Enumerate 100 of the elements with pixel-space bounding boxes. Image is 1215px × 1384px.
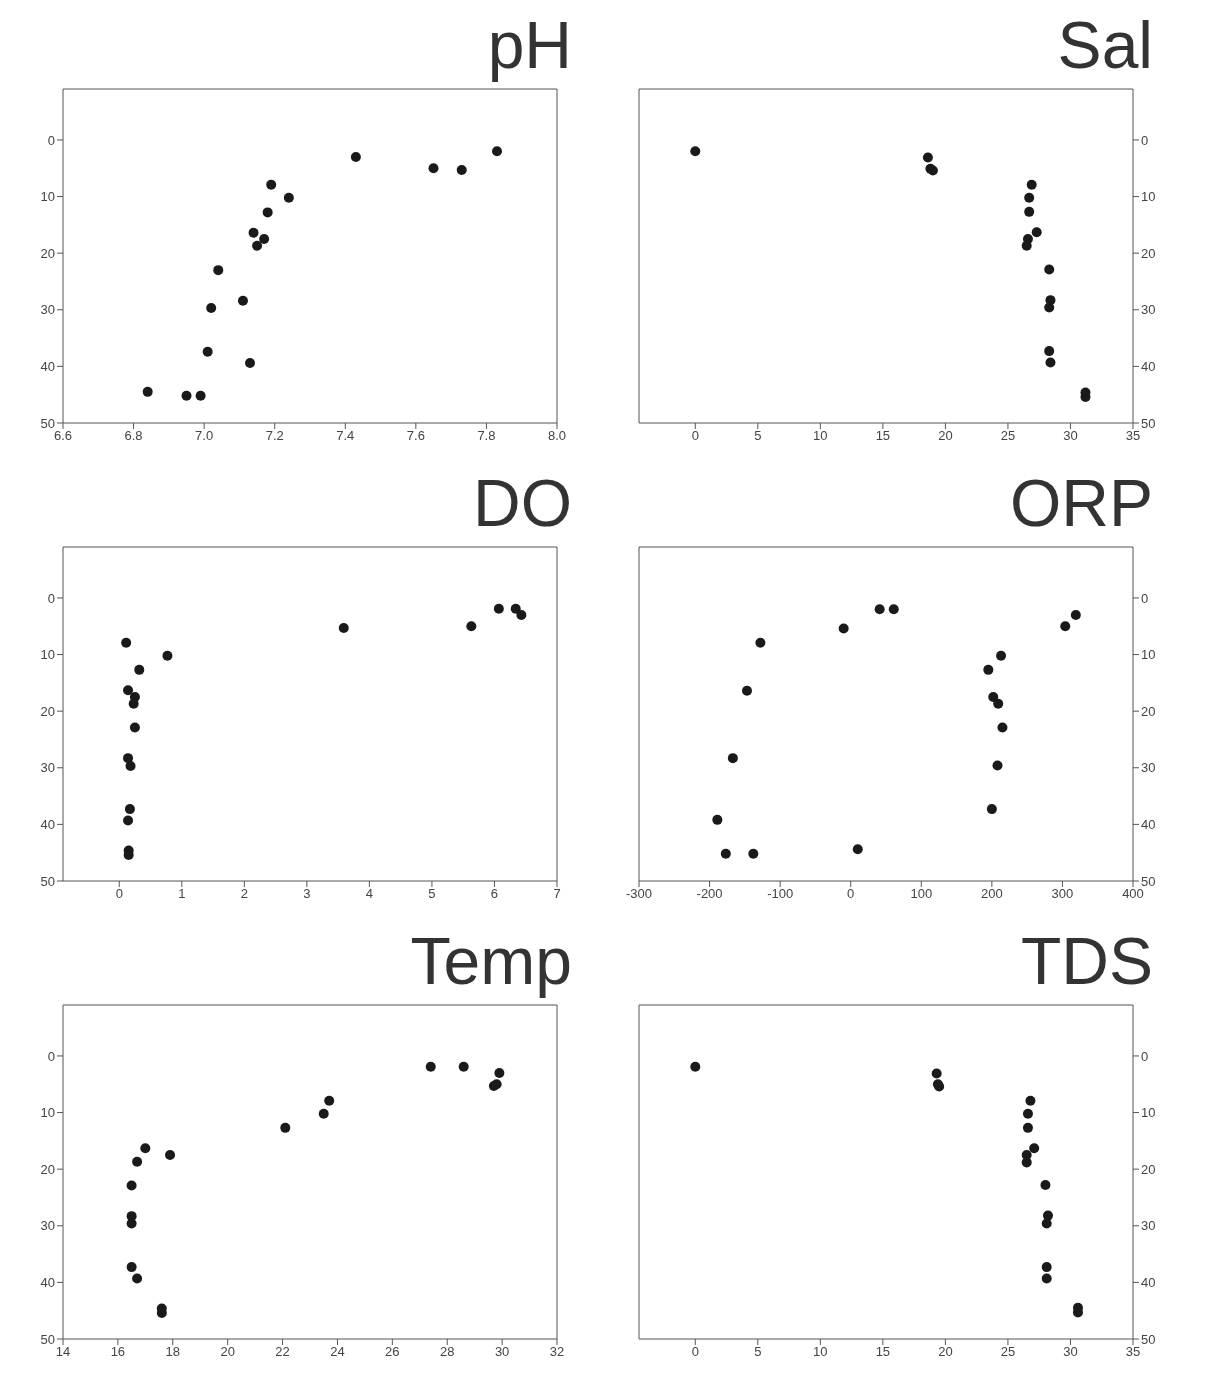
point <box>992 760 1003 771</box>
point <box>248 227 259 238</box>
point <box>162 650 173 661</box>
y-tick-label: 50 <box>40 873 55 889</box>
point <box>838 623 849 634</box>
y2-tick-label: 40 <box>1141 359 1156 374</box>
x-tick-label: 20 <box>938 1344 953 1360</box>
x-tick-label: 35 <box>1125 428 1141 444</box>
point <box>1029 1143 1040 1154</box>
point <box>996 650 1007 661</box>
point <box>126 1180 137 1191</box>
point <box>142 386 153 397</box>
point <box>181 390 192 401</box>
point <box>712 814 723 825</box>
point <box>1041 1273 1052 1284</box>
x-tick-label: 100 <box>910 886 933 902</box>
chart-title: pH <box>486 8 573 83</box>
point <box>493 603 504 614</box>
chart-title: DO <box>472 466 573 541</box>
x-tick-label: 10 <box>813 428 828 444</box>
y-tick-label: 50 <box>40 415 55 431</box>
x-tick-label: 15 <box>875 1344 891 1360</box>
x-tick-label: 5 <box>754 428 762 444</box>
y2-tick-label: 0 <box>1141 1048 1149 1064</box>
point <box>195 390 206 401</box>
point <box>280 1122 291 1133</box>
x-tick-label: 4 <box>365 886 374 902</box>
point <box>456 164 467 175</box>
y-tick-label: 40 <box>40 817 55 832</box>
y-tick-label: 10 <box>40 1105 55 1121</box>
point <box>690 1061 701 1072</box>
point <box>1045 357 1056 368</box>
y2-tick-label: 50 <box>1141 415 1156 431</box>
point <box>206 303 217 314</box>
x-tick-label: 0 <box>691 1344 699 1360</box>
point <box>1021 1157 1032 1168</box>
point <box>458 1061 469 1072</box>
point <box>1024 206 1035 217</box>
point <box>140 1143 151 1154</box>
x-tick-label: 0 <box>691 428 699 444</box>
point <box>931 1068 942 1079</box>
chart-title: TDS <box>1020 924 1154 999</box>
point <box>888 604 899 615</box>
y2-tick-label: 40 <box>1141 817 1156 832</box>
point <box>262 207 273 218</box>
point <box>123 753 134 764</box>
point <box>492 146 503 157</box>
x-tick-label: 0 <box>115 886 123 902</box>
point <box>720 848 731 859</box>
point <box>1022 1122 1033 1133</box>
point <box>324 1095 335 1106</box>
point <box>1060 621 1071 632</box>
y2-tick-label: 20 <box>1141 245 1156 261</box>
point <box>425 1061 436 1072</box>
x-tick-label: 25 <box>1000 1344 1016 1360</box>
point <box>338 622 349 633</box>
point <box>283 192 294 203</box>
point <box>852 844 863 855</box>
x-tick-label: 20 <box>938 428 953 444</box>
point <box>466 621 477 632</box>
point <box>132 1273 143 1284</box>
x-tick-label: 7.8 <box>477 428 496 444</box>
y2-tick-label: 0 <box>1141 590 1149 606</box>
y-tick-label: 40 <box>40 359 55 374</box>
y2-tick-label: 0 <box>1141 132 1149 148</box>
x-tick-label: 30 <box>1063 428 1078 444</box>
y2-tick-label: 50 <box>1141 873 1156 889</box>
x-tick-label: 7 <box>553 886 561 902</box>
y-tick-label: 10 <box>40 189 55 205</box>
point <box>993 698 1004 709</box>
x-tick-label: 14 <box>55 1344 71 1360</box>
point <box>1041 1262 1052 1273</box>
x-tick-label: 25 <box>1000 428 1016 444</box>
x-tick-label: 28 <box>439 1344 455 1360</box>
point <box>123 815 134 826</box>
y-tick-label: 30 <box>40 302 55 318</box>
x-tick-label: -200 <box>696 886 723 902</box>
x-tick-label: 5 <box>754 1344 762 1360</box>
y2-tick-label: 20 <box>1141 1161 1156 1177</box>
point <box>1040 1180 1051 1191</box>
point <box>922 152 933 163</box>
point <box>126 1262 137 1273</box>
point <box>1021 240 1032 251</box>
x-tick-label: -300 <box>625 886 653 902</box>
point <box>1044 264 1055 275</box>
point <box>494 1067 505 1078</box>
point <box>245 357 256 368</box>
y-tick-label: 20 <box>40 1161 55 1177</box>
y2-tick-label: 30 <box>1141 1218 1156 1234</box>
x-tick-label: 20 <box>220 1344 235 1360</box>
x-tick-label: 6 <box>490 886 499 902</box>
x-tick-label: 26 <box>385 1344 400 1360</box>
point <box>748 848 759 859</box>
point <box>129 722 140 733</box>
point <box>874 604 885 615</box>
x-tick-label: 16 <box>110 1344 126 1360</box>
x-tick-label: -100 <box>767 886 794 902</box>
x-tick-label: 22 <box>275 1344 290 1360</box>
point <box>1022 1108 1033 1119</box>
point <box>1044 302 1055 313</box>
